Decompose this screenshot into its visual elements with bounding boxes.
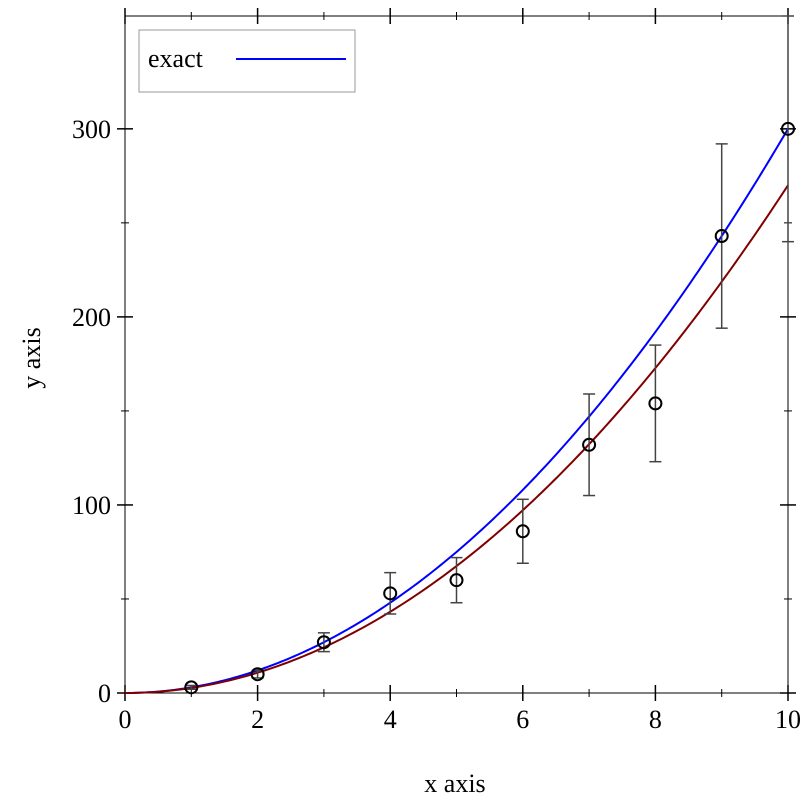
data-point (714, 143, 729, 329)
x-tick-label: 8 (649, 705, 662, 734)
x-tick-label: 6 (516, 705, 529, 734)
data-point (648, 344, 663, 463)
point-marker (250, 667, 265, 682)
y-axis-label: y axis (17, 327, 46, 388)
line-exact (124, 128, 789, 694)
points-layer (184, 15, 795, 695)
data-point (781, 15, 795, 243)
x-tick-label: 4 (384, 705, 397, 734)
data-point (449, 556, 464, 604)
data-point (184, 680, 199, 695)
y-tick-label: 0 (98, 679, 111, 708)
x-axis-label: x axis (424, 769, 485, 798)
point-marker (714, 229, 729, 244)
legend-label-exact: exact (148, 44, 204, 73)
y-tick-label: 300 (72, 115, 111, 144)
point-marker (449, 573, 464, 588)
line-fit (124, 184, 789, 694)
data-point (316, 632, 331, 653)
legend-box (138, 29, 356, 93)
y-tick-label: 200 (72, 303, 111, 332)
point-marker (648, 396, 663, 411)
y-tick-label: 100 (72, 491, 111, 520)
legend: exact (138, 29, 356, 93)
point-marker (582, 437, 597, 452)
point-marker (383, 586, 398, 601)
point-marker (184, 680, 199, 695)
point-marker (515, 524, 530, 539)
point-marker (316, 635, 331, 650)
point-marker (781, 121, 795, 136)
x-tick-label: 0 (119, 705, 132, 734)
series-layer (124, 128, 789, 694)
data-point (582, 393, 597, 497)
x-tick-label: 2 (251, 705, 264, 734)
x-tick-label: 10 (775, 705, 801, 734)
data-point (383, 571, 398, 615)
data-point (250, 667, 265, 682)
data-point (515, 498, 530, 564)
